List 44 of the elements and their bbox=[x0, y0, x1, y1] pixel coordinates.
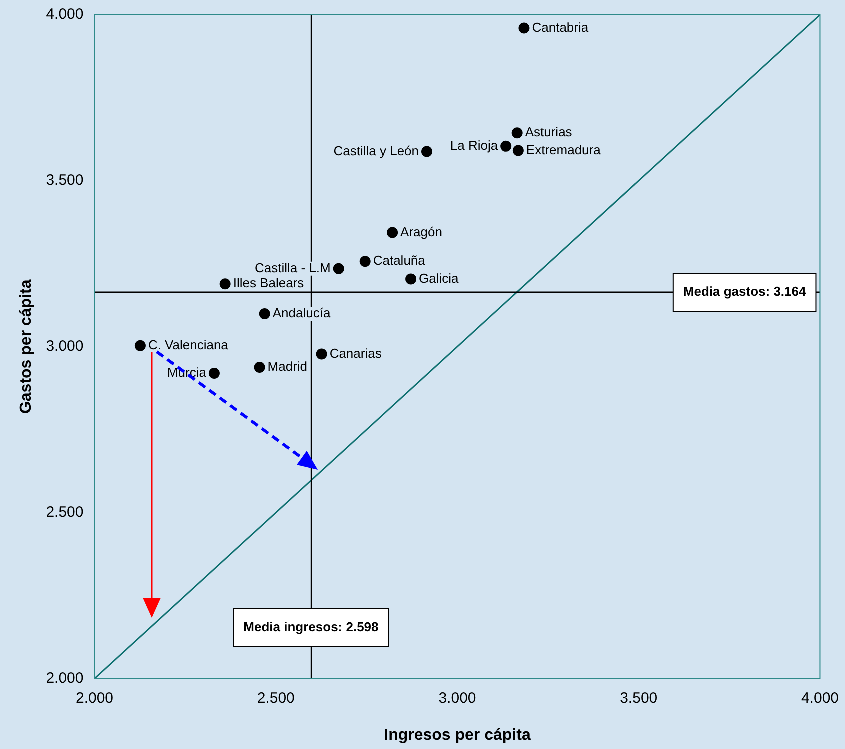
point bbox=[208, 368, 220, 379]
series-label: Murcia bbox=[167, 365, 208, 380]
x-axis-title: Ingresos per cápita bbox=[384, 726, 531, 744]
series-label: Asturias bbox=[525, 124, 573, 140]
point bbox=[387, 227, 398, 238]
series-label: Cataluña bbox=[373, 253, 426, 268]
point bbox=[134, 340, 146, 352]
series-label: Aragón bbox=[400, 224, 442, 240]
y-axis-title: Gastos per cápita bbox=[18, 280, 36, 414]
point bbox=[512, 128, 523, 139]
series-label: Andalucía bbox=[272, 306, 332, 321]
y-tick-label: 3.000 bbox=[46, 338, 84, 356]
y-tick-label: 4.000 bbox=[46, 6, 84, 24]
ref-line-label: Media ingresos: 2.598 bbox=[244, 619, 379, 634]
x-tick-label: 2.000 bbox=[76, 690, 114, 707]
x-tick-label: 2.500 bbox=[257, 690, 295, 707]
point bbox=[518, 22, 530, 34]
series-label: Extremadura bbox=[526, 142, 602, 158]
series-label: Castilla - L.M bbox=[255, 260, 331, 276]
x-tick-label: 4.000 bbox=[801, 690, 840, 707]
series-label: Canarias bbox=[330, 346, 382, 361]
point bbox=[259, 308, 270, 320]
series-label: Galicia bbox=[419, 270, 460, 286]
point bbox=[406, 274, 417, 285]
series-label: Madrid bbox=[268, 359, 308, 374]
x-tick-label: 3.500 bbox=[620, 690, 658, 707]
series-label: Castilla y León bbox=[334, 143, 420, 158]
point bbox=[422, 146, 433, 158]
point bbox=[254, 362, 266, 373]
y-tick-label: 2.500 bbox=[46, 504, 84, 521]
point bbox=[220, 278, 231, 290]
point bbox=[512, 145, 524, 156]
point bbox=[500, 140, 512, 152]
x-tick-label: 3.000 bbox=[438, 690, 476, 707]
series-label: Cantabria bbox=[532, 20, 590, 35]
y-tick-label: 2.000 bbox=[46, 670, 84, 687]
series-label: Illes Balears bbox=[233, 276, 305, 291]
y-tick-label: 3.500 bbox=[46, 172, 84, 190]
point bbox=[316, 348, 328, 360]
series-label: La Rioja bbox=[450, 138, 499, 154]
ref-line-label: Media gastos: 3.164 bbox=[683, 284, 807, 300]
series-label: C. Valenciana bbox=[148, 337, 230, 352]
point bbox=[333, 263, 344, 274]
point bbox=[360, 256, 371, 268]
